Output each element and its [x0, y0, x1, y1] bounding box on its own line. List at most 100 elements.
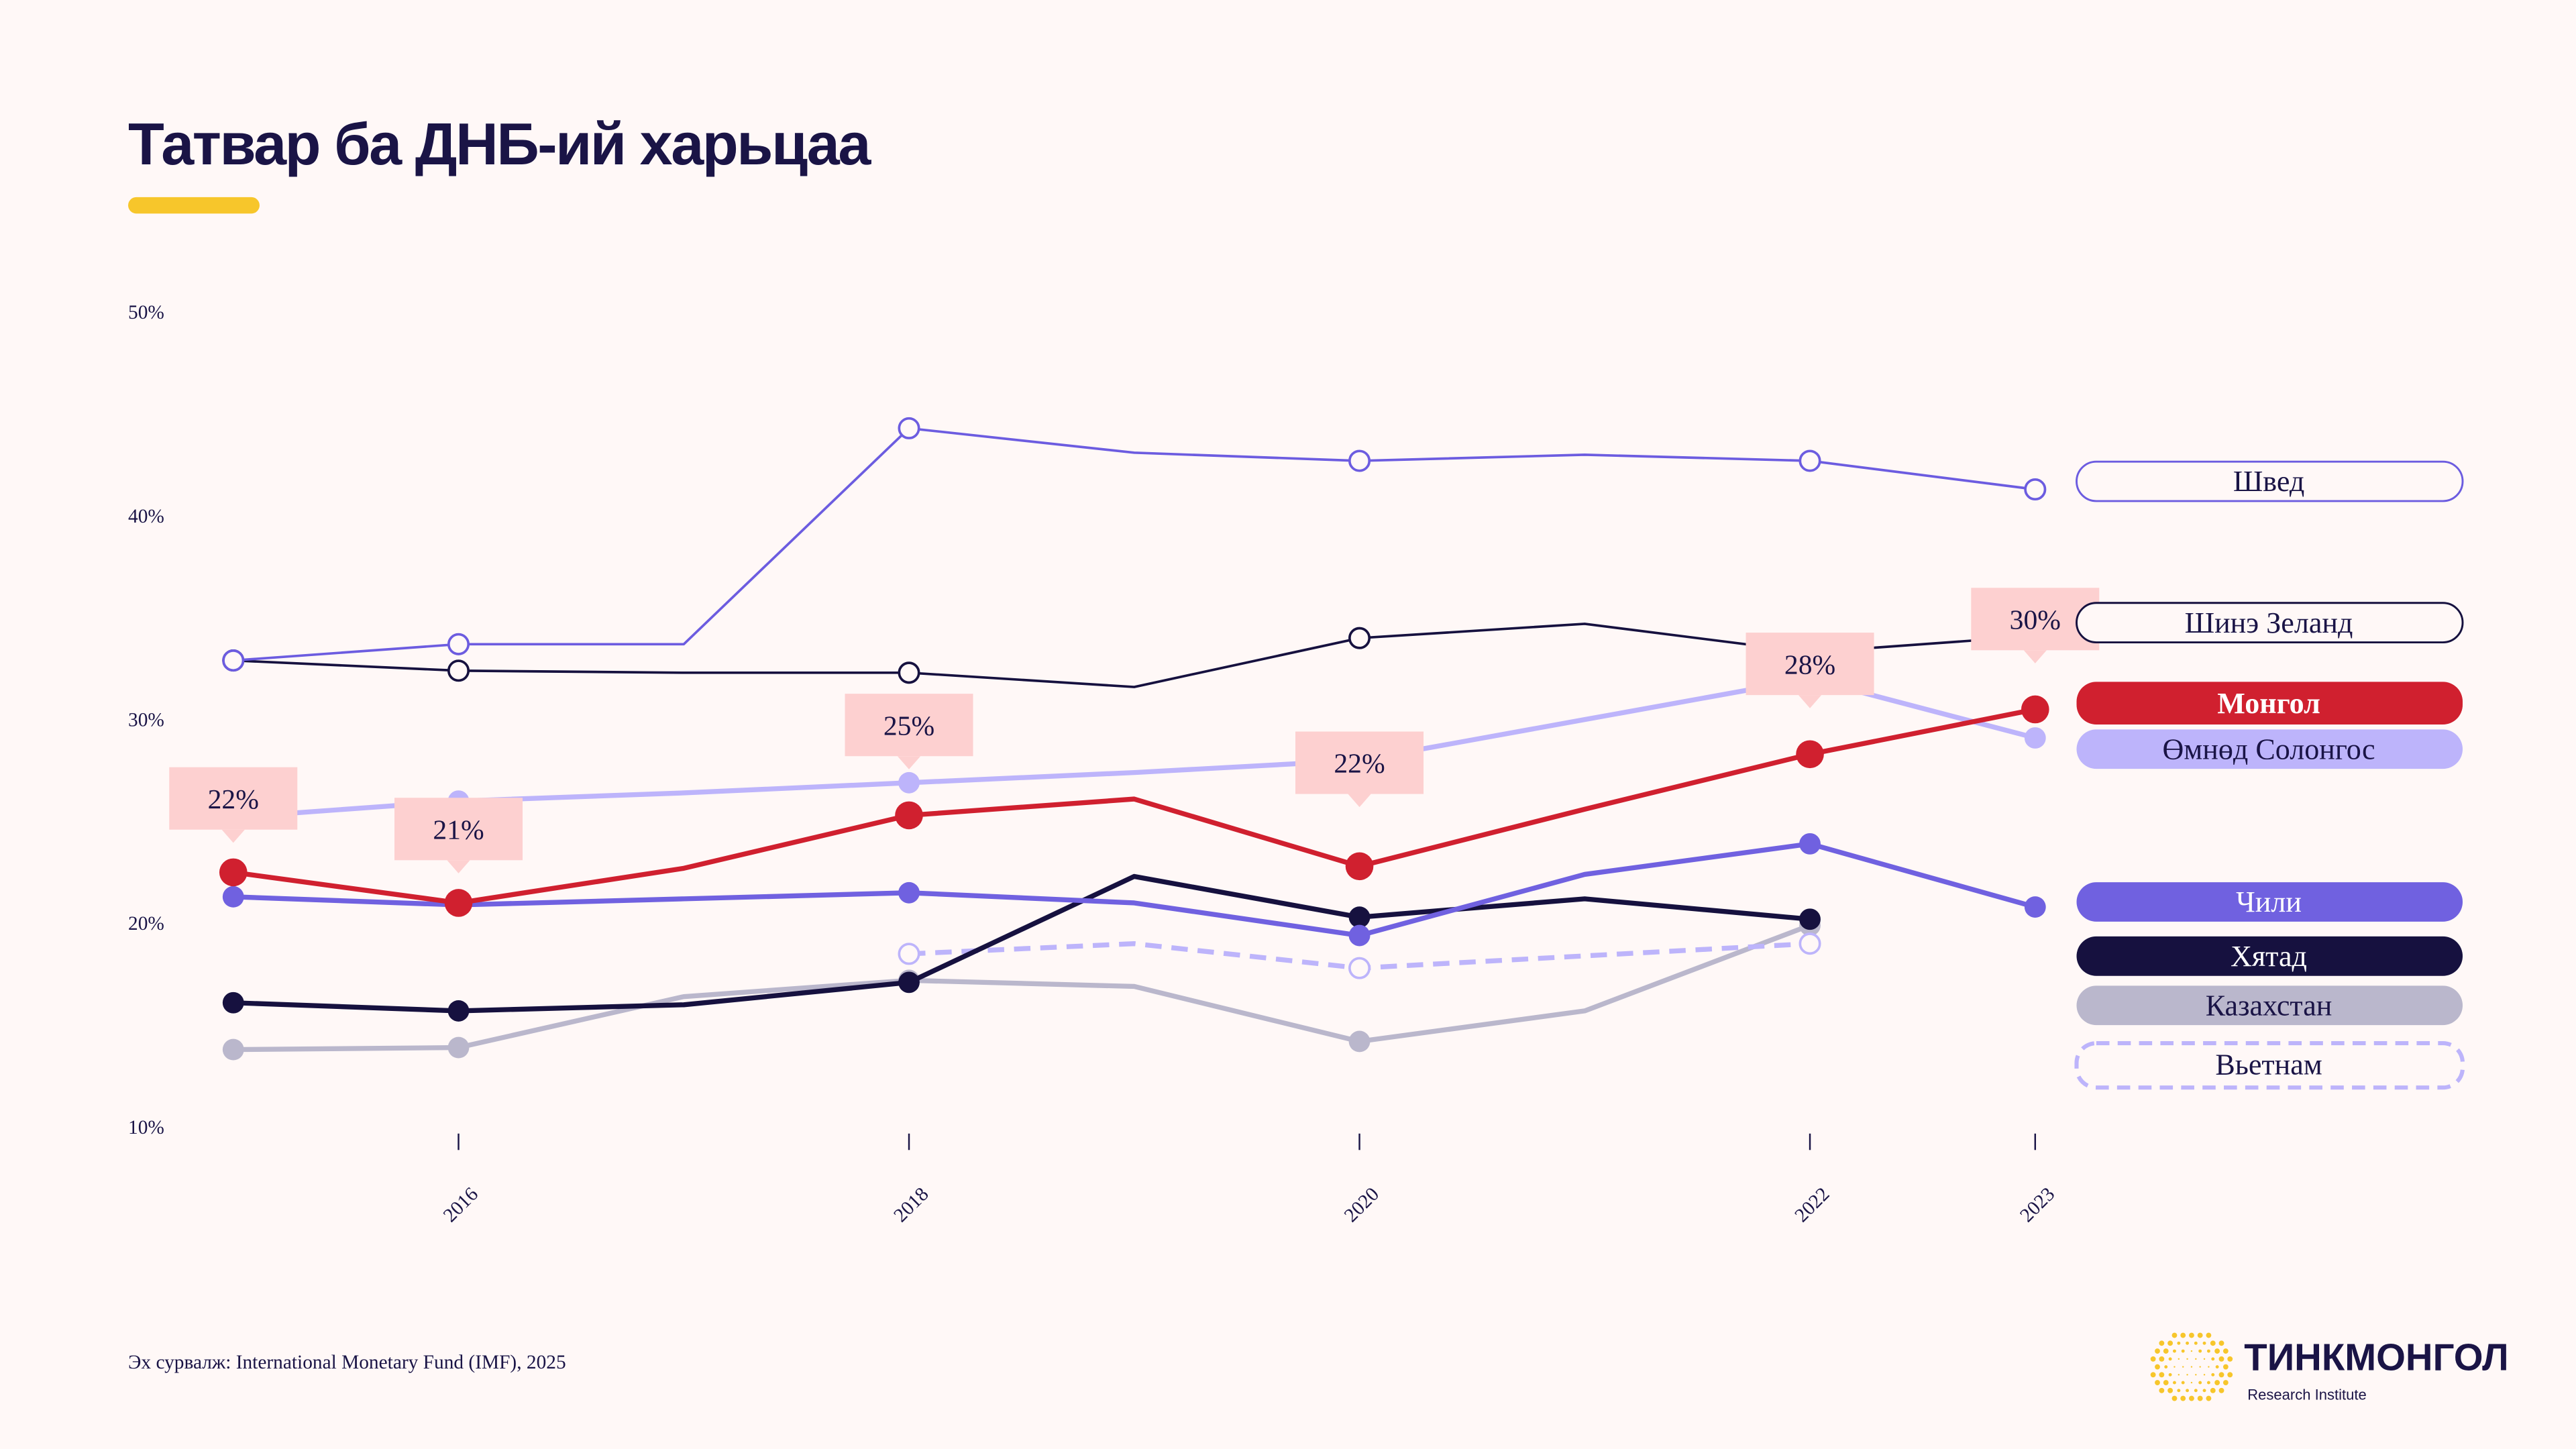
logo-dot: [2202, 1341, 2206, 1345]
logo-dot: [2222, 1364, 2229, 1370]
logo-dot: [2186, 1341, 2190, 1345]
series-7: [898, 932, 1821, 979]
series-6: [222, 914, 1821, 1061]
logo-dot: [2180, 1395, 2186, 1401]
annotation-pointer: [2023, 650, 2047, 663]
legend-item: Өмнөд Солонгос: [2076, 729, 2463, 769]
annotation-box: [1746, 633, 1874, 696]
logo-dot: [2159, 1340, 2165, 1346]
data-point: [2024, 478, 2047, 501]
series-line: [233, 623, 2035, 688]
logo-dot: [2167, 1387, 2174, 1393]
data-point: [1348, 449, 1371, 472]
logo-dot: [2214, 1348, 2220, 1354]
data-point: [1348, 906, 1371, 928]
annotation-label: 28%: [1746, 633, 1874, 708]
x-tick-label: 2022: [1790, 1183, 1833, 1226]
annotation-label: 25%: [845, 694, 973, 769]
logo-dot: [2189, 1395, 2194, 1401]
data-point: [222, 991, 244, 1014]
logo-dot: [2203, 1358, 2206, 1360]
data-point: [898, 971, 920, 994]
logo-dot: [2211, 1373, 2215, 1377]
data-point: [447, 659, 470, 682]
data-point: [444, 889, 473, 917]
legend-item: Вьетнам: [2074, 1041, 2465, 1090]
logo-dot: [2150, 1372, 2156, 1378]
logo-dot: [2168, 1373, 2172, 1377]
logo-dot: [2198, 1381, 2202, 1385]
series-lines: [219, 417, 2049, 1061]
logo-dot: [2210, 1340, 2216, 1346]
logo-dot: [2190, 1350, 2193, 1352]
logo-dot: [2211, 1357, 2215, 1361]
logo-dot: [2198, 1349, 2202, 1353]
x-tick-label: 2016: [439, 1183, 482, 1226]
series-line: [233, 841, 2036, 938]
logo-hexagon-icon: [2150, 1332, 2233, 1401]
x-tick-label: 2018: [890, 1183, 932, 1226]
logo-subtitle: Research Institute: [2247, 1387, 2367, 1403]
logo-dot: [2163, 1380, 2169, 1385]
legend-item: Хятад: [2076, 936, 2463, 976]
logo-dot: [2210, 1387, 2216, 1393]
legend-label: Вьетнам: [2215, 1049, 2322, 1081]
annotation-box: [169, 767, 298, 830]
legend-label: Шинэ Зеланд: [2185, 606, 2353, 639]
annotation-pointer: [1348, 794, 1371, 808]
series-line: [233, 706, 2036, 906]
logo-dot: [2194, 1341, 2198, 1345]
logo-dot: [2208, 1366, 2210, 1368]
legend: Швед Шинэ Зеланд Монгол Өмнөд Солонгос Чили Х…: [2074, 460, 2465, 1090]
legend-item: Монгол: [2076, 682, 2463, 724]
x-tick-label: 2020: [1340, 1183, 1383, 1226]
logo-dot: [2222, 1348, 2229, 1354]
logo-dot: [2178, 1358, 2180, 1360]
series-line: [233, 922, 1811, 1053]
series-line: [233, 873, 1811, 1014]
logo-dot: [2177, 1341, 2181, 1345]
data-point: [895, 801, 923, 830]
logo-dot: [2150, 1356, 2156, 1362]
annotations: 22% 21% 25% 22% 28% 30%: [169, 588, 2100, 873]
annotation-label: 22%: [169, 767, 298, 843]
x-axis: 2016 2018 2020 2022 2023: [439, 1133, 2059, 1226]
logo-dot: [2155, 1364, 2160, 1370]
legend-label: Өмнөд Солонгос: [2163, 733, 2375, 765]
logo-dot: [2189, 1332, 2194, 1338]
title-accent-bar: [128, 197, 260, 214]
logo-dot: [2222, 1380, 2229, 1385]
annotation-box: [394, 798, 523, 861]
logo: ТИНКМОНГОЛ Research Institute: [2150, 1332, 2509, 1403]
data-point: [1348, 1030, 1371, 1053]
logo-dot: [2227, 1356, 2233, 1362]
annotation-label: 30%: [1971, 588, 2100, 663]
chart-title: Татвар ба ДНБ-ий харьцаа: [128, 111, 871, 177]
annotation-text: 21%: [433, 814, 484, 845]
data-point: [222, 649, 245, 672]
annotation-label: 22%: [1295, 731, 1424, 808]
legend-label: Швед: [2233, 465, 2304, 498]
logo-dot: [2178, 1374, 2180, 1376]
logo-dot: [2227, 1372, 2233, 1378]
data-point: [222, 885, 244, 908]
legend-item: Шинэ Зеланд: [2076, 602, 2464, 644]
data-point: [2024, 727, 2046, 749]
annotation-label: 21%: [394, 798, 523, 873]
y-tick-label: 50%: [128, 302, 164, 323]
annotation-text: 28%: [1784, 649, 1835, 680]
logo-dot: [2190, 1366, 2193, 1368]
logo-dot: [2180, 1332, 2186, 1338]
annotation-text: 30%: [2010, 604, 2061, 635]
data-point: [447, 1036, 470, 1059]
legend-item: Казахстан: [2076, 985, 2463, 1026]
data-point: [447, 633, 470, 655]
logo-dot: [2171, 1395, 2178, 1401]
logo-dot: [2197, 1395, 2203, 1401]
series-0: [222, 417, 2047, 672]
annotation-text: 22%: [208, 784, 259, 815]
logo-dot: [2218, 1387, 2224, 1393]
legend-pill: [2076, 460, 2464, 502]
logo-dot: [2163, 1348, 2169, 1354]
